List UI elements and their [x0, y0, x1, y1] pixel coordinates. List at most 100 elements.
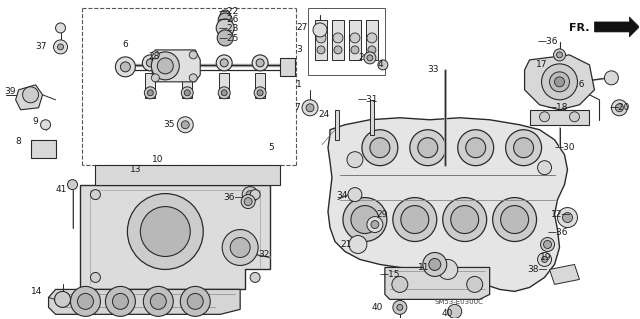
- Circle shape: [180, 286, 210, 316]
- Text: 33: 33: [428, 65, 439, 74]
- Polygon shape: [550, 264, 579, 285]
- Circle shape: [393, 197, 436, 241]
- Circle shape: [401, 205, 429, 234]
- Circle shape: [467, 277, 483, 293]
- Text: —31: —31: [358, 95, 378, 104]
- Bar: [182, 73, 192, 98]
- Polygon shape: [81, 185, 270, 289]
- Text: 14: 14: [31, 287, 42, 296]
- Circle shape: [189, 51, 197, 59]
- Polygon shape: [95, 165, 280, 185]
- Text: 37: 37: [36, 42, 47, 51]
- Circle shape: [54, 291, 70, 308]
- Text: —36: —36: [548, 228, 568, 237]
- Text: —22: —22: [218, 7, 239, 17]
- Circle shape: [115, 57, 136, 77]
- Circle shape: [56, 23, 65, 33]
- Circle shape: [368, 46, 376, 54]
- Circle shape: [616, 104, 623, 112]
- Text: 17: 17: [536, 60, 548, 69]
- Circle shape: [466, 138, 486, 158]
- Circle shape: [241, 195, 255, 209]
- Circle shape: [77, 293, 93, 309]
- Text: 19: 19: [540, 253, 551, 262]
- Circle shape: [250, 272, 260, 282]
- Circle shape: [244, 197, 252, 205]
- Text: 35: 35: [163, 120, 175, 129]
- Text: 27: 27: [296, 23, 307, 33]
- Circle shape: [142, 55, 158, 71]
- Text: 39: 39: [4, 87, 16, 96]
- Circle shape: [397, 304, 403, 310]
- Text: 8: 8: [15, 137, 21, 146]
- Circle shape: [538, 161, 552, 174]
- Circle shape: [22, 87, 38, 103]
- Polygon shape: [529, 110, 589, 125]
- Bar: [280, 58, 295, 76]
- Polygon shape: [595, 17, 639, 37]
- Text: 4: 4: [378, 60, 383, 69]
- Circle shape: [230, 238, 250, 257]
- Polygon shape: [15, 85, 43, 110]
- Circle shape: [157, 58, 173, 74]
- Circle shape: [242, 187, 258, 203]
- Circle shape: [506, 130, 541, 166]
- Circle shape: [334, 46, 342, 54]
- Circle shape: [151, 74, 159, 82]
- Circle shape: [106, 286, 136, 316]
- Circle shape: [443, 197, 486, 241]
- Polygon shape: [31, 140, 56, 158]
- Bar: [335, 110, 339, 140]
- Circle shape: [563, 212, 573, 223]
- Circle shape: [220, 10, 230, 20]
- Circle shape: [67, 180, 77, 189]
- Text: —26: —26: [218, 15, 239, 25]
- Text: 13: 13: [131, 165, 142, 174]
- Circle shape: [252, 55, 268, 71]
- Circle shape: [541, 64, 577, 100]
- Circle shape: [40, 120, 51, 130]
- Text: —25: —25: [218, 34, 239, 43]
- Circle shape: [392, 277, 408, 293]
- Bar: [220, 73, 229, 98]
- Circle shape: [216, 55, 232, 71]
- Circle shape: [604, 71, 618, 85]
- Circle shape: [500, 205, 529, 234]
- Circle shape: [120, 62, 131, 72]
- Circle shape: [127, 194, 204, 270]
- Bar: [349, 20, 361, 60]
- Circle shape: [554, 77, 564, 87]
- Circle shape: [113, 293, 129, 309]
- Circle shape: [216, 19, 234, 37]
- Bar: [255, 73, 265, 98]
- Text: 28: 28: [148, 52, 160, 61]
- Bar: [315, 20, 327, 60]
- Circle shape: [221, 90, 227, 96]
- Circle shape: [543, 241, 552, 249]
- Circle shape: [367, 55, 373, 61]
- Text: 2: 2: [358, 53, 364, 63]
- Text: 24: 24: [318, 110, 329, 119]
- Circle shape: [218, 13, 232, 27]
- Bar: [145, 73, 156, 98]
- Circle shape: [557, 208, 577, 227]
- Circle shape: [347, 152, 363, 168]
- Circle shape: [151, 51, 159, 59]
- Polygon shape: [152, 50, 200, 82]
- Polygon shape: [49, 289, 240, 314]
- Circle shape: [351, 205, 379, 234]
- Text: —18: —18: [548, 103, 568, 112]
- Text: 10: 10: [152, 155, 164, 164]
- Text: 32: 32: [258, 250, 269, 259]
- Circle shape: [540, 112, 550, 122]
- Text: 29: 29: [376, 210, 387, 219]
- Text: 7: 7: [294, 103, 300, 112]
- Circle shape: [306, 104, 314, 112]
- Text: 6: 6: [122, 41, 128, 49]
- Circle shape: [333, 33, 343, 43]
- Text: 21: 21: [340, 240, 351, 249]
- Text: —20: —20: [609, 103, 630, 112]
- Text: —36: —36: [538, 37, 558, 46]
- Text: 36—: 36—: [223, 193, 244, 202]
- Text: 41: 41: [56, 185, 67, 194]
